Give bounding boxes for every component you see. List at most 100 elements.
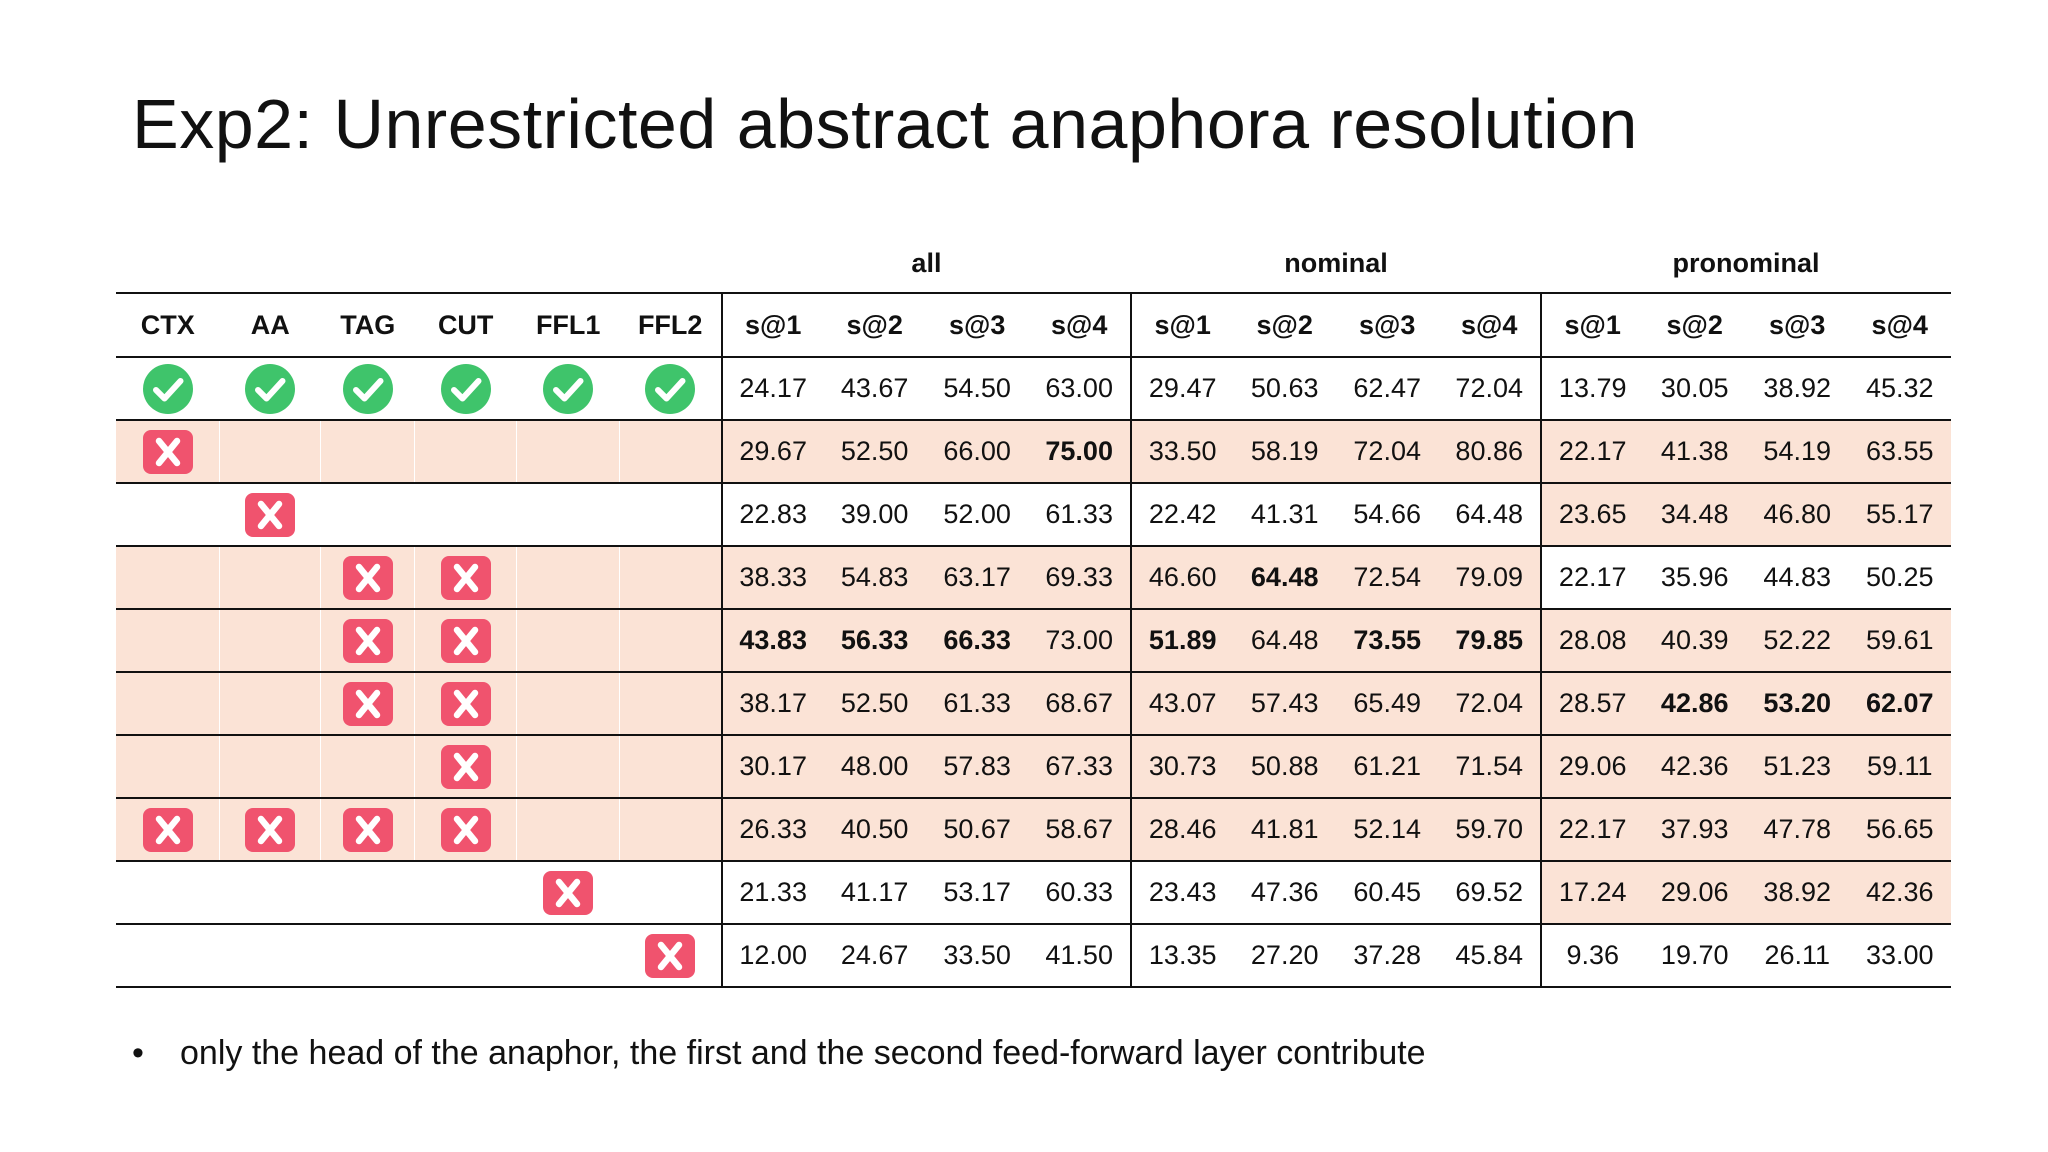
value-cell-all-s-at-2: 43.67 — [823, 357, 926, 421]
value-cell-nominal-s-at-1: 23.43 — [1129, 861, 1234, 925]
column-header-all-s-at-2: s@2 — [823, 293, 926, 358]
cross-icon — [342, 618, 393, 663]
value-cell-pronominal-s-at-4: 62.07 — [1848, 672, 1951, 736]
value-cell-pronominal-s-at-4: 33.00 — [1848, 924, 1951, 988]
value-cell-all-s-at-4: 60.33 — [1028, 861, 1131, 925]
cross-icon — [245, 807, 296, 852]
config-cell-ffl1 — [516, 798, 620, 862]
value-cell-all-s-at-2: 24.67 — [823, 924, 926, 988]
config-cell-tag — [320, 672, 415, 736]
config-cell-tag — [320, 420, 415, 484]
value-cell-pronominal-s-at-3: 44.83 — [1745, 546, 1849, 610]
config-cell-aa — [219, 420, 322, 484]
config-cell-ctx — [116, 861, 220, 925]
table-row: 22.83 39.00 52.00 61.33 22.42 41.31 54.66 64.48… — [116, 483, 1951, 547]
value-cell-all-s-at-2: 56.33 — [823, 609, 926, 673]
value-cell-pronominal-s-at-3: 38.92 — [1745, 357, 1849, 421]
column-header-pronominal-s-at-1: s@1 — [1539, 293, 1644, 358]
value-cell-all-s-at-3: 53.17 — [925, 861, 1029, 925]
value-cell-nominal-s-at-2: 50.88 — [1233, 735, 1336, 799]
value-cell-all-s-at-4: 61.33 — [1028, 483, 1131, 547]
table-row: 38.17 52.50 61.33 68.67 43.07 57.43 65.49 72.04… — [116, 672, 1951, 736]
value-cell-all-s-at-4: 68.67 — [1028, 672, 1131, 736]
column-header-ffl1: FFL1 — [516, 293, 620, 358]
cross-icon — [342, 681, 393, 726]
value-cell-all-s-at-1: 26.33 — [720, 798, 824, 862]
config-cell-cut — [414, 357, 518, 421]
table-row: 12.00 24.67 33.50 41.50 13.35 27.20 37.28 45.84… — [116, 924, 1951, 988]
column-header-nominal-s-at-4: s@4 — [1438, 293, 1541, 358]
value-cell-pronominal-s-at-3: 54.19 — [1745, 420, 1849, 484]
column-header-nominal-s-at-2: s@2 — [1233, 293, 1336, 358]
config-cell-ffl2 — [619, 798, 723, 862]
table-row: 38.33 54.83 63.17 69.33 46.60 64.48 72.54 79.09… — [116, 546, 1951, 610]
value-cell-pronominal-s-at-2: 29.06 — [1643, 861, 1746, 925]
cross-icon — [142, 807, 193, 852]
value-cell-pronominal-s-at-3: 46.80 — [1745, 483, 1849, 547]
column-header-nominal-s-at-3: s@3 — [1335, 293, 1439, 358]
value-cell-all-s-at-1: 29.67 — [720, 420, 824, 484]
config-cell-ffl2 — [619, 735, 723, 799]
value-cell-pronominal-s-at-4: 63.55 — [1848, 420, 1951, 484]
value-cell-all-s-at-4: 75.00 — [1028, 420, 1131, 484]
column-header-pronominal-s-at-4: s@4 — [1848, 293, 1951, 358]
value-cell-pronominal-s-at-3: 26.11 — [1745, 924, 1849, 988]
value-cell-pronominal-s-at-2: 42.86 — [1643, 672, 1746, 736]
cross-icon — [440, 807, 491, 852]
value-cell-nominal-s-at-3: 72.54 — [1335, 546, 1439, 610]
value-cell-nominal-s-at-4: 72.04 — [1438, 357, 1541, 421]
config-cell-ffl1 — [516, 357, 620, 421]
config-cell-tag — [320, 735, 415, 799]
config-cell-aa — [219, 672, 322, 736]
config-cell-cut — [414, 672, 518, 736]
cross-icon — [245, 492, 296, 537]
config-cell-cut — [414, 798, 518, 862]
config-cell-ffl1 — [516, 420, 620, 484]
value-cell-pronominal-s-at-1: 13.79 — [1539, 357, 1644, 421]
config-cell-aa — [219, 546, 322, 610]
results-table: all nominal pronominal CTX AA TAG CUT FFL1 FF… — [116, 234, 1951, 988]
config-cell-cut — [414, 546, 518, 610]
value-cell-nominal-s-at-2: 27.20 — [1233, 924, 1336, 988]
value-cell-all-s-at-2: 52.50 — [823, 420, 926, 484]
value-cell-pronominal-s-at-1: 28.57 — [1539, 672, 1644, 736]
config-cell-cut — [414, 735, 518, 799]
config-cell-ffl2 — [619, 483, 723, 547]
value-cell-nominal-s-at-2: 41.31 — [1233, 483, 1336, 547]
value-cell-nominal-s-at-1: 33.50 — [1129, 420, 1234, 484]
value-cell-all-s-at-4: 69.33 — [1028, 546, 1131, 610]
cross-icon — [440, 618, 491, 663]
value-cell-pronominal-s-at-4: 42.36 — [1848, 861, 1951, 925]
value-cell-all-s-at-1: 12.00 — [720, 924, 824, 988]
value-cell-nominal-s-at-1: 13.35 — [1129, 924, 1234, 988]
value-cell-nominal-s-at-4: 64.48 — [1438, 483, 1541, 547]
value-cell-all-s-at-2: 40.50 — [823, 798, 926, 862]
config-cell-tag — [320, 861, 415, 925]
config-cell-ctx — [116, 483, 220, 547]
value-cell-all-s-at-1: 30.17 — [720, 735, 824, 799]
column-header-ffl2: FFL2 — [619, 293, 722, 358]
results-table-body: 24.17 43.67 54.50 63.00 29.47 50.63 62.47 72.04… — [116, 357, 1951, 988]
value-cell-pronominal-s-at-2: 42.36 — [1643, 735, 1746, 799]
value-cell-nominal-s-at-3: 65.49 — [1335, 672, 1439, 736]
config-cell-ffl1 — [516, 483, 620, 547]
column-header-nominal-s-at-1: s@1 — [1129, 293, 1234, 358]
value-cell-nominal-s-at-4: 72.04 — [1438, 672, 1541, 736]
value-cell-all-s-at-3: 61.33 — [925, 672, 1029, 736]
config-cell-ffl1 — [516, 861, 620, 925]
column-header-tag: TAG — [320, 293, 415, 358]
value-cell-pronominal-s-at-1: 28.08 — [1539, 609, 1644, 673]
config-cell-ffl1 — [516, 735, 620, 799]
value-cell-nominal-s-at-2: 64.48 — [1233, 609, 1336, 673]
value-cell-nominal-s-at-2: 57.43 — [1233, 672, 1336, 736]
value-cell-all-s-at-3: 33.50 — [925, 924, 1029, 988]
value-cell-pronominal-s-at-2: 41.38 — [1643, 420, 1746, 484]
table-row: 43.83 56.33 66.33 73.00 51.89 64.48 73.55 79.85… — [116, 609, 1951, 673]
value-cell-nominal-s-at-3: 37.28 — [1335, 924, 1439, 988]
value-cell-all-s-at-4: 63.00 — [1028, 357, 1131, 421]
checkmark-icon — [645, 363, 696, 414]
value-cell-nominal-s-at-4: 79.85 — [1438, 609, 1541, 673]
column-header-all-s-at-3: s@3 — [925, 293, 1029, 358]
checkmark-icon — [142, 363, 193, 414]
group-header-pronominal: pronominal — [1540, 234, 1951, 294]
